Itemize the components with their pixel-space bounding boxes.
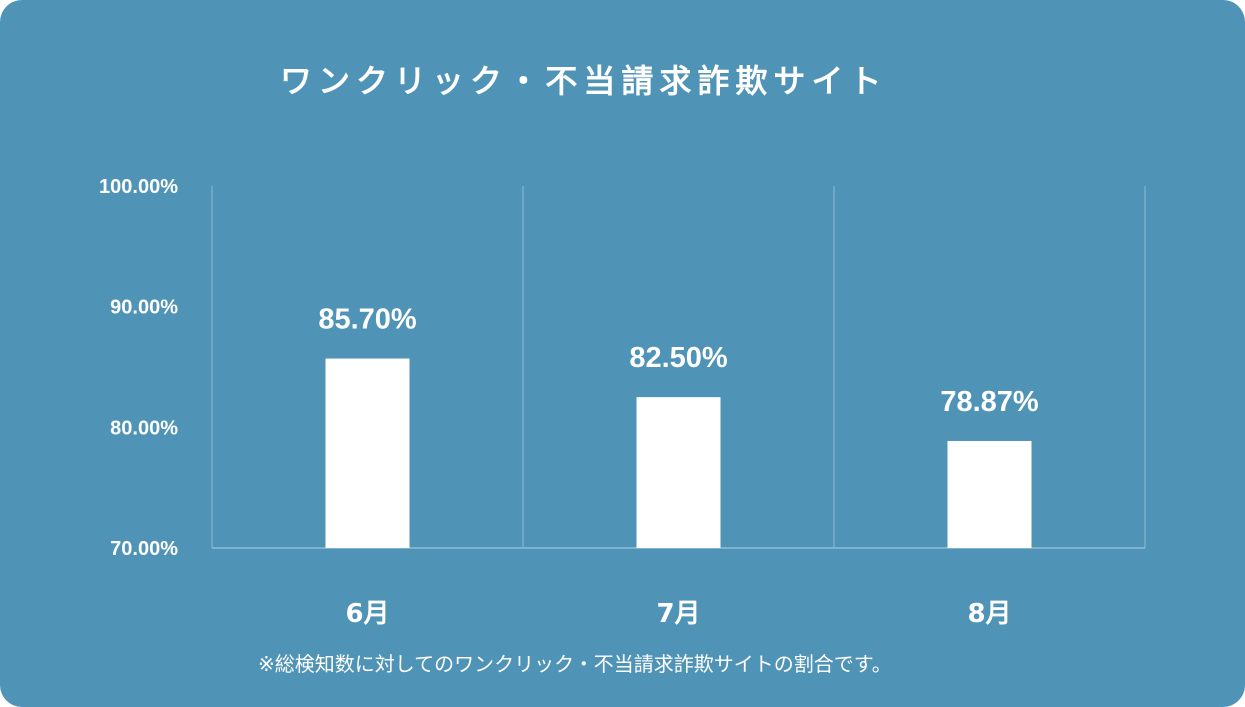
data-label: 82.50% — [629, 342, 728, 374]
y-tick-label: 100.00% — [99, 176, 178, 198]
value-labels: 85.70% 82.50% 78.87% — [318, 304, 1039, 418]
y-tick-label: 90.00% — [110, 297, 178, 319]
data-label: 78.87% — [940, 386, 1039, 418]
bar — [636, 397, 721, 548]
x-axis: 6月 7月 8月 — [345, 599, 1011, 629]
x-tick-label: 6月 — [345, 599, 389, 629]
footnote: ※総検知数に対してのワンクリック・不当請求詐欺サイトの割合です。 — [258, 652, 892, 676]
bar — [325, 358, 410, 548]
y-tick-label: 80.00% — [110, 417, 178, 439]
x-tick-label: 7月 — [656, 599, 700, 629]
data-label: 85.70% — [318, 304, 417, 336]
bar — [947, 440, 1032, 548]
y-tick-label: 70.00% — [110, 538, 178, 560]
bars — [325, 358, 1032, 548]
y-axis: 70.00% 80.00% 90.00% 100.00% — [99, 176, 178, 560]
x-tick-label: 8月 — [967, 599, 1011, 629]
chart-title: ワンクリック・不当請求詐欺サイト — [280, 62, 888, 100]
